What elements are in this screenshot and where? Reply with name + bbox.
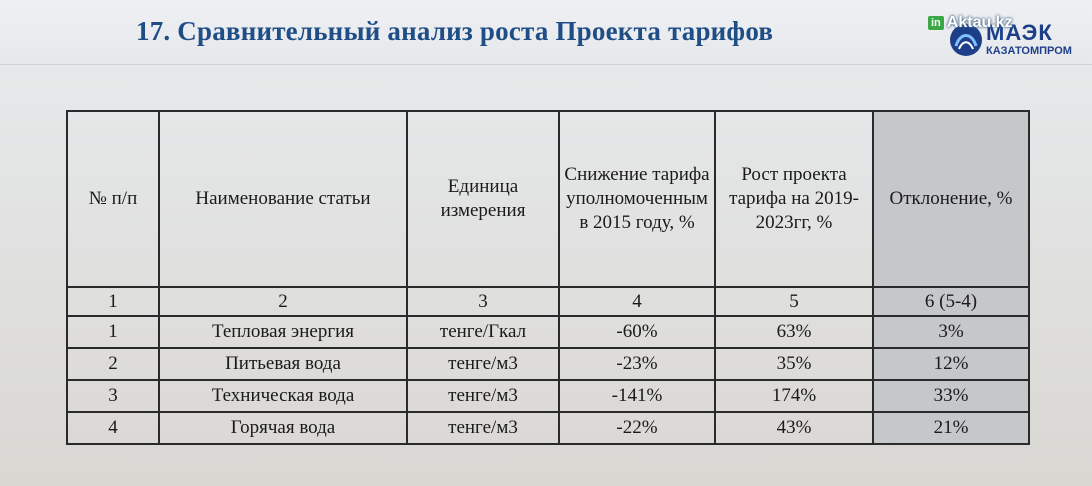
row-reduction: -141%: [558, 379, 716, 413]
table-row: 3 Техническая вода тенге/м3 -141% 174% 3…: [66, 379, 1030, 413]
row-item-name: Горячая вода: [158, 411, 408, 445]
row-growth: 43%: [714, 411, 874, 445]
logo-emblem-icon: [950, 24, 982, 56]
site-watermark: in Aktau.kz: [928, 14, 1013, 32]
table-header-row: № п/п Наименование статьи Единица измере…: [66, 110, 1030, 288]
header-item-name: Наименование статьи: [158, 110, 408, 288]
column-number-row: 1 2 3 4 5 6 (5-4): [66, 286, 1030, 317]
row-item-name: Техническая вода: [158, 379, 408, 413]
watermark-badge: in: [928, 16, 944, 30]
watermark-site: Aktau.kz: [946, 14, 1013, 31]
row-deviation: 21%: [872, 411, 1030, 445]
table-row: 4 Горячая вода тенге/м3 -22% 43% 21%: [66, 411, 1030, 445]
tariff-comparison-table: № п/п Наименование статьи Единица измере…: [66, 110, 1030, 445]
table-row: 1 Тепловая энергия тенге/Гкал -60% 63% 3…: [66, 315, 1030, 349]
row-unit: тенге/м3: [406, 379, 560, 413]
row-deviation: 33%: [872, 379, 1030, 413]
row-growth: 35%: [714, 347, 874, 381]
table-row: 2 Питьевая вода тенге/м3 -23% 35% 12%: [66, 347, 1030, 381]
row-reduction: -60%: [558, 315, 716, 349]
row-number: 4: [66, 411, 160, 445]
header-number: № п/п: [66, 110, 160, 288]
header-unit: Единица измерения: [406, 110, 560, 288]
row-number: 1: [66, 315, 160, 349]
company-logo: МАЭК КАЗАТОМПРОМ: [948, 18, 1088, 62]
row-reduction: -23%: [558, 347, 716, 381]
row-number: 3: [66, 379, 160, 413]
row-unit: тенге/м3: [406, 347, 560, 381]
logo-subtitle: КАЗАТОМПРОМ: [986, 45, 1072, 57]
row-deviation: 3%: [872, 315, 1030, 349]
row-item-name: Питьевая вода: [158, 347, 408, 381]
row-unit: тенге/м3: [406, 411, 560, 445]
slide-title: 17. Сравнительный анализ роста Проекта т…: [136, 16, 774, 46]
row-deviation: 12%: [872, 347, 1030, 381]
tariff-table-container: № п/п Наименование статьи Единица измере…: [66, 110, 1030, 463]
row-reduction: -22%: [558, 411, 716, 445]
header-growth: Рост проекта тарифа на 2019-2023гг, %: [714, 110, 874, 288]
column-number: 1: [66, 286, 160, 317]
column-number: 3: [406, 286, 560, 317]
row-growth: 63%: [714, 315, 874, 349]
row-number: 2: [66, 347, 160, 381]
column-number: 5: [714, 286, 874, 317]
column-number: 4: [558, 286, 716, 317]
header-reduction: Снижение тарифа уполномоченным в 2015 го…: [558, 110, 716, 288]
column-number: 6 (5-4): [872, 286, 1030, 317]
row-unit: тенге/Гкал: [406, 315, 560, 349]
header-deviation: Отклонение, %: [872, 110, 1030, 288]
row-item-name: Тепловая энергия: [158, 315, 408, 349]
logo-name: МАЭК: [986, 20, 1053, 45]
column-number: 2: [158, 286, 408, 317]
slide-header: [0, 0, 1092, 65]
row-growth: 174%: [714, 379, 874, 413]
